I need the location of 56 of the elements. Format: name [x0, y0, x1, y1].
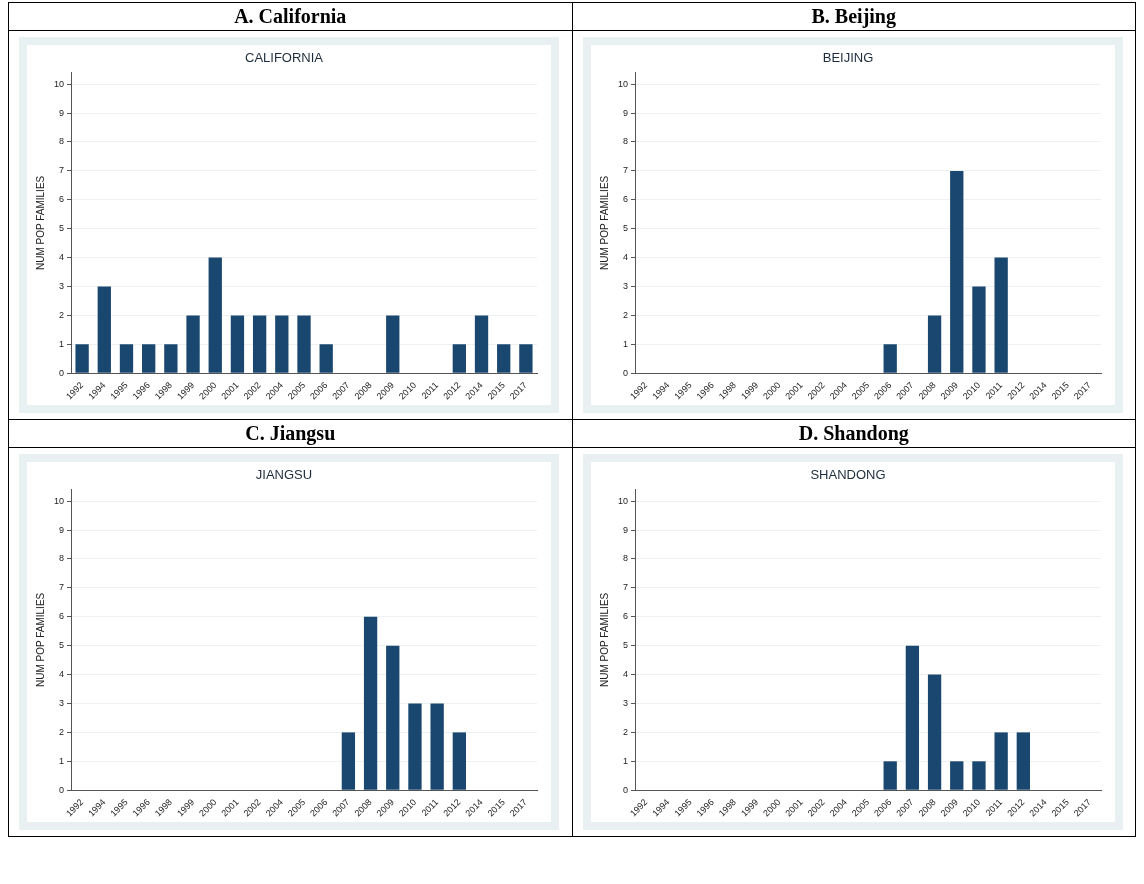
y-tick-label: 2 [59, 726, 65, 737]
y-tick-label: 0 [622, 784, 628, 795]
y-tick-label: 4 [59, 669, 65, 680]
y-tick-label: 1 [622, 755, 628, 766]
y-tick-label: 8 [622, 136, 628, 147]
y-axis-title: NUM POP FAMILIES [34, 175, 46, 271]
y-tick-label: 6 [622, 194, 628, 205]
y-tick-label: 4 [622, 669, 628, 680]
y-tick-label: 0 [59, 784, 65, 795]
chart-title: C. Jiangsu [9, 420, 572, 448]
y-tick-label: 10 [617, 78, 628, 89]
y-tick-label: 1 [59, 338, 65, 349]
y-tick-label: 8 [622, 553, 628, 564]
chart-title: A. California [9, 3, 572, 31]
y-tick-label: 10 [617, 495, 628, 506]
chart-subtitle: BEIJING [822, 50, 873, 66]
y-tick-label: 7 [622, 582, 628, 593]
y-tick-label: 6 [59, 611, 65, 622]
y-tick-label: 2 [622, 309, 628, 320]
y-tick-label: 9 [59, 524, 65, 535]
y-tick-label: 10 [54, 78, 65, 89]
y-tick-label: 6 [622, 611, 628, 622]
y-tick-label: 3 [59, 280, 65, 291]
y-tick-label: 7 [59, 165, 65, 176]
y-tick-label: 1 [59, 755, 65, 766]
y-axis-title: NUM POP FAMILIES [34, 592, 46, 688]
y-tick-label: 2 [622, 726, 628, 737]
y-tick-label: 7 [622, 165, 628, 176]
y-tick-label: 9 [622, 107, 628, 118]
y-tick-label: 10 [54, 495, 65, 506]
y-tick-label: 5 [622, 223, 628, 234]
chart-title: B. Beijing [572, 3, 1135, 31]
y-tick-label: 9 [59, 107, 65, 118]
y-tick-label: 3 [59, 697, 65, 708]
y-axis-title: NUM POP FAMILIES [598, 592, 610, 688]
y-tick-label: 4 [622, 252, 628, 263]
y-tick-label: 6 [59, 194, 65, 205]
y-tick-label: 1 [622, 338, 628, 349]
chart-subtitle: JIANGSU [255, 467, 313, 483]
y-tick-label: 5 [59, 640, 65, 651]
y-tick-label: 8 [59, 136, 65, 147]
y-tick-label: 4 [59, 252, 65, 263]
y-tick-label: 0 [622, 367, 628, 378]
y-tick-label: 5 [622, 640, 628, 651]
y-tick-label: 9 [622, 524, 628, 535]
y-tick-label: 8 [59, 553, 65, 564]
y-tick-label: 5 [59, 223, 65, 234]
chart-subtitle: SHANDONG [809, 467, 886, 483]
chart-subtitle: CALIFORNIA [244, 50, 324, 66]
y-tick-label: 3 [622, 697, 628, 708]
y-tick-label: 0 [59, 367, 65, 378]
y-tick-label: 3 [622, 280, 628, 291]
y-axis-title: NUM POP FAMILIES [598, 175, 610, 271]
y-tick-label: 7 [59, 582, 65, 593]
y-tick-label: 2 [59, 309, 65, 320]
chart-title: D. Shandong [572, 420, 1135, 448]
